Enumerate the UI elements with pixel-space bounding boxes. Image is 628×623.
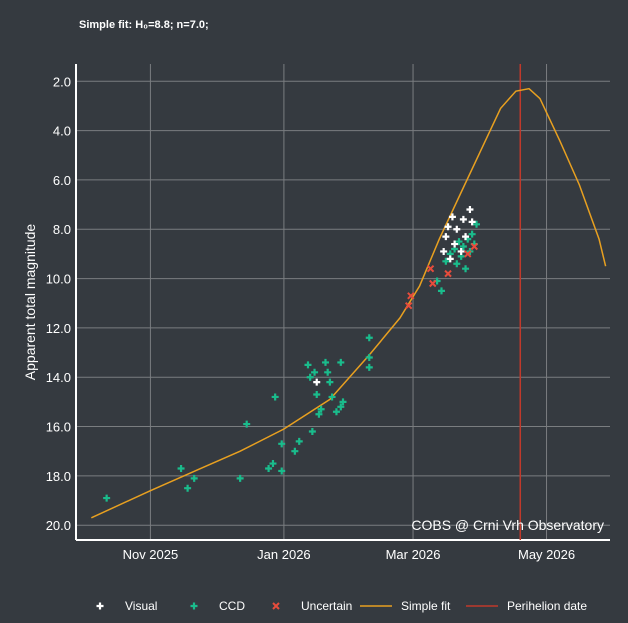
x-tick-label: May 2026 <box>518 547 575 562</box>
chart-title: Simple fit: H₀=8.8; n=7.0; <box>79 19 209 31</box>
y-tick-label: 14.0 <box>46 370 71 385</box>
ccd-point <box>339 398 347 406</box>
ccd-point <box>271 393 279 401</box>
legend-label: Visual <box>125 599 157 613</box>
visual-point <box>448 213 456 221</box>
ccd-point <box>459 243 467 251</box>
ccd-point <box>326 378 334 386</box>
ccd-point <box>295 437 303 445</box>
legend-visual-marker <box>96 602 104 610</box>
ccd-point <box>437 287 445 295</box>
legend-label: Simple fit <box>401 599 451 613</box>
ccd-point <box>190 474 198 482</box>
ccd-point <box>306 373 314 381</box>
x-tick-label: Nov 2025 <box>123 547 179 562</box>
legend-ccd-marker <box>190 602 198 610</box>
legend-label: CCD <box>219 599 245 613</box>
y-tick-label: 18.0 <box>46 469 71 484</box>
ccd-point <box>313 390 321 398</box>
ccd-point <box>462 265 470 273</box>
ccd-point <box>455 238 463 246</box>
uncertain-point <box>426 264 435 273</box>
ccd-point <box>236 474 244 482</box>
ccd-point <box>468 230 476 238</box>
ccd-point <box>337 403 345 411</box>
ccd-point <box>321 358 329 366</box>
uncertain-point <box>404 301 413 310</box>
ccd-point <box>442 257 450 265</box>
uncertain-point <box>464 250 472 258</box>
legend-label: Uncertain <box>301 599 352 613</box>
visual-point <box>451 240 459 248</box>
ccd-point <box>328 393 336 401</box>
ccd-point <box>365 353 373 361</box>
visual-point <box>446 255 454 263</box>
visual-point <box>468 218 476 226</box>
uncertain-point <box>444 269 452 278</box>
y-tick-label: 20.0 <box>46 518 71 533</box>
source-annotation: COBS @ Crni Vrh Observatory <box>411 517 604 533</box>
ccd-point <box>291 447 299 455</box>
ccd-point <box>453 260 461 268</box>
y-tick-label: 16.0 <box>46 420 71 435</box>
ccd-point <box>311 368 319 376</box>
ccd-point <box>308 427 316 435</box>
visual-point <box>457 247 465 255</box>
y-tick-label: 4.0 <box>53 124 71 139</box>
ccd-point <box>278 467 286 475</box>
ccd-point <box>265 464 273 472</box>
legend-uncertain-marker <box>272 602 280 610</box>
uncertain-point <box>429 279 437 288</box>
visual-point <box>440 247 448 255</box>
visual-point <box>444 223 452 231</box>
ccd-point <box>304 361 312 369</box>
y-tick-label: 6.0 <box>53 173 71 188</box>
ccd-point <box>473 220 480 228</box>
y-tick-label: 8.0 <box>53 222 71 237</box>
ccd-point <box>337 358 345 366</box>
visual-point <box>313 378 321 386</box>
uncertain-point <box>470 242 479 251</box>
y-tick-label: 12.0 <box>46 321 71 336</box>
visual-point <box>442 233 450 241</box>
y-tick-label: 2.0 <box>53 74 71 89</box>
ccd-point <box>365 363 373 371</box>
ccd-point <box>332 408 340 416</box>
ccd-point <box>269 460 277 468</box>
uncertain-point <box>407 292 415 300</box>
ccd-point <box>315 410 323 418</box>
x-tick-label: Jan 2026 <box>257 547 311 562</box>
visual-point <box>462 233 470 241</box>
ccd-point <box>243 420 251 428</box>
ccd-point <box>365 334 373 342</box>
y-axis-label: Apparent total magnitude <box>22 224 38 381</box>
ccd-point <box>184 484 192 492</box>
legend-label: Perihelion date <box>507 599 587 613</box>
ccd-point <box>317 405 325 413</box>
ccd-point <box>278 440 286 448</box>
x-tick-label: Mar 2026 <box>386 547 441 562</box>
visual-point <box>459 215 467 223</box>
ccd-point <box>177 464 185 472</box>
visual-point <box>466 206 474 214</box>
ccd-point <box>103 494 111 502</box>
y-tick-label: 10.0 <box>46 272 71 287</box>
ccd-point <box>324 368 332 376</box>
visual-point <box>453 225 461 233</box>
fit-line <box>91 87 607 519</box>
